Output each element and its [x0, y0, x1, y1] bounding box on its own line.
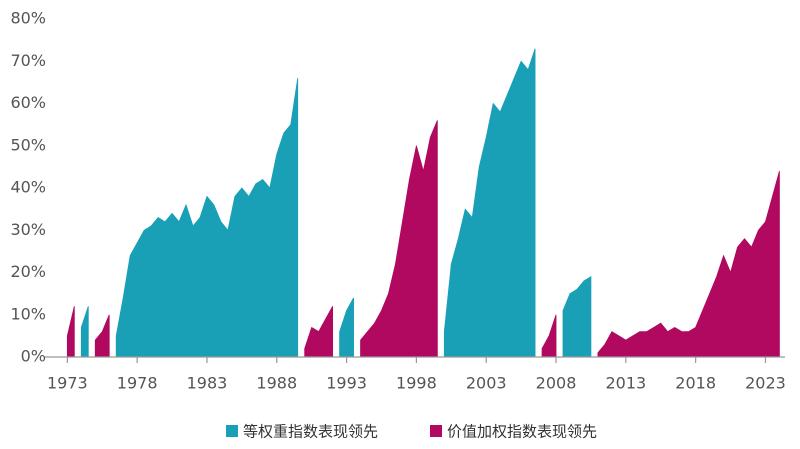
area — [66, 120, 780, 358]
legend-swatch — [430, 425, 442, 437]
y-tick-label: 50% — [10, 135, 46, 154]
x-tick-label: 2008 — [536, 374, 577, 393]
x-tick-label: 1978 — [117, 374, 158, 393]
x-tick-label: 1998 — [396, 374, 437, 393]
y-tick-label: 40% — [10, 178, 46, 197]
y-tick-label: 60% — [10, 93, 46, 112]
y-tick-label: 30% — [10, 220, 46, 239]
legend-label: 等权重指数表现领先 — [243, 423, 378, 441]
area — [80, 48, 592, 358]
x-tick-label: 1983 — [187, 374, 228, 393]
y-tick-label: 80% — [10, 9, 46, 28]
legend-label: 价值加权指数表现领先 — [447, 423, 597, 441]
x-tick-label: 2023 — [745, 374, 786, 393]
x-tick-label: 2013 — [605, 374, 646, 393]
y-tick-label: 10% — [10, 304, 46, 323]
x-tick-label: 2018 — [675, 374, 716, 393]
legend-swatch — [226, 425, 238, 437]
x-tick-label: 1988 — [256, 374, 297, 393]
y-tick-label: 0% — [21, 347, 46, 366]
x-tick-label: 1973 — [47, 374, 88, 393]
y-tick-label: 20% — [10, 262, 46, 281]
x-tick-label: 2003 — [466, 374, 507, 393]
y-tick-label: 70% — [10, 51, 46, 70]
x-tick-label: 1993 — [326, 374, 367, 393]
